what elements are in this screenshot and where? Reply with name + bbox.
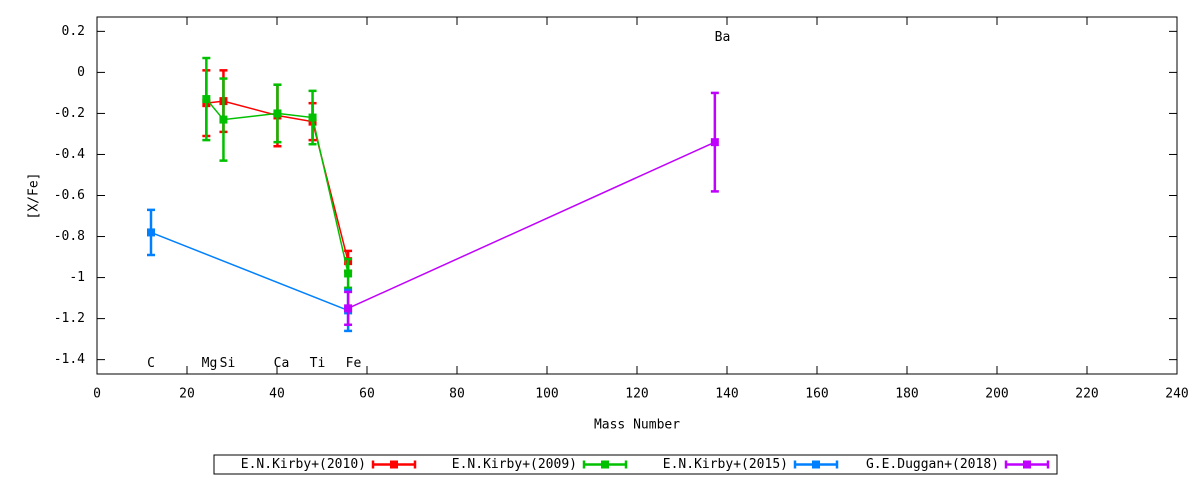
x-tick-label: 0: [93, 387, 101, 402]
y-tick-label: 0: [77, 65, 85, 80]
y-tick-label: -0.2: [54, 106, 85, 121]
annotation: Si: [220, 356, 236, 371]
x-axis-label: Mass Number: [594, 418, 680, 433]
x-tick-label: 160: [805, 387, 828, 402]
y-tick-label: -1: [69, 270, 85, 285]
legend-label: E.N.Kirby+(2015): [663, 457, 788, 472]
x-tick-label: 80: [449, 387, 465, 402]
annotation: Ti: [310, 356, 326, 371]
x-tick-label: 20: [179, 387, 195, 402]
annotation: Ca: [274, 356, 290, 371]
point: [147, 228, 155, 237]
y-tick-label: -1.4: [54, 352, 85, 367]
x-tick-label: 180: [895, 387, 918, 402]
annotation: Fe: [346, 356, 362, 371]
legend-swatch: [812, 460, 820, 469]
y-axis-label: [X/Fe]: [27, 173, 42, 220]
point: [344, 304, 353, 313]
legend-label: E.N.Kirby+(2009): [452, 457, 577, 472]
legend-swatch: [390, 460, 398, 469]
x-tick-label: 100: [535, 387, 558, 402]
y-tick-label: -0.4: [54, 147, 85, 162]
x-tick-label: 200: [985, 387, 1008, 402]
x-tick-label: 220: [1075, 387, 1098, 402]
point: [219, 115, 228, 124]
point: [710, 138, 719, 147]
legend-swatch: [601, 460, 609, 469]
point: [308, 113, 317, 122]
legend-label: E.N.Kirby+(2010): [241, 457, 366, 472]
x-tick-label: 120: [625, 387, 648, 402]
point: [273, 109, 282, 118]
x-tick-label: 60: [359, 387, 375, 402]
x-tick-label: 40: [269, 387, 285, 402]
legend-swatch: [1023, 460, 1031, 469]
point: [344, 269, 353, 278]
legend-box: [213, 454, 1058, 475]
series-line: [150, 231, 349, 312]
x-tick-label: 140: [715, 387, 738, 402]
series-line: [347, 141, 716, 310]
annotation: Mg: [202, 356, 218, 371]
x-tick-label: 240: [1165, 387, 1188, 402]
y-tick-label: -0.8: [54, 229, 85, 244]
y-tick-label: 0.2: [62, 24, 85, 39]
annotation: Ba: [715, 30, 731, 45]
annotation: C: [147, 356, 155, 371]
point: [202, 95, 211, 104]
y-tick-label: -1.2: [54, 311, 85, 326]
legend-label: G.E.Duggan+(2018): [866, 457, 999, 472]
y-tick-label: -0.6: [54, 188, 85, 203]
plot-frame: [96, 16, 1178, 375]
